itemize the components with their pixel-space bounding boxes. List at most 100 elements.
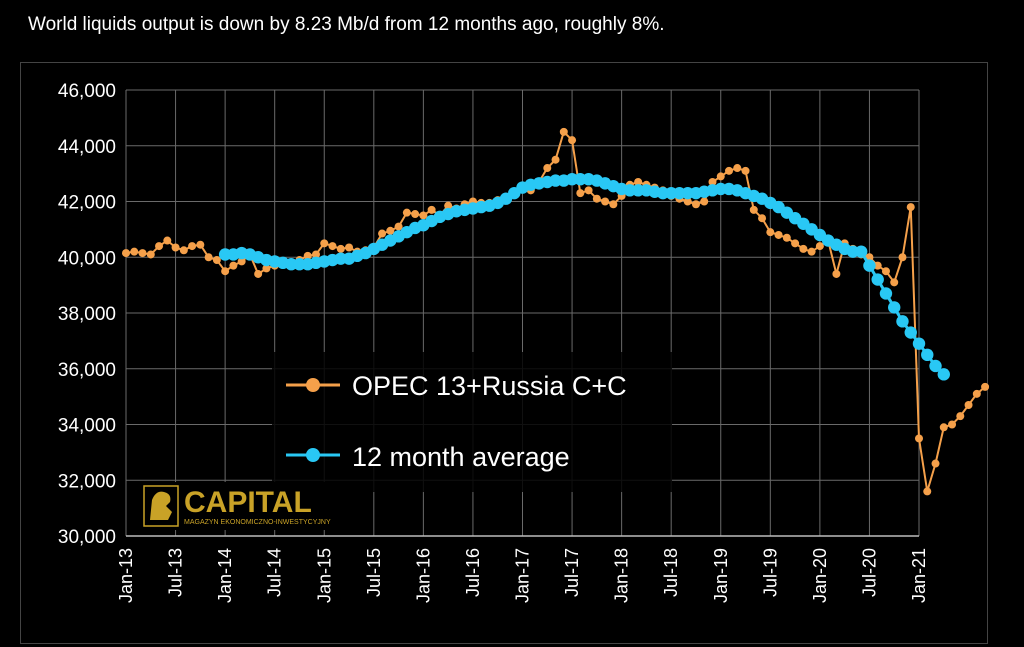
data-point	[229, 261, 238, 270]
data-point	[865, 253, 874, 262]
data-point	[559, 127, 568, 136]
data-point	[774, 230, 783, 239]
data-point	[584, 186, 593, 195]
data-point	[345, 243, 354, 252]
data-point	[912, 337, 926, 350]
data-point	[879, 287, 893, 300]
data-point	[921, 348, 934, 362]
data-point	[196, 240, 205, 249]
x-tick-label: Jan-14	[215, 548, 235, 603]
x-tick-label: Jul-14	[265, 548, 285, 597]
x-tick-label: Jan-13	[116, 548, 136, 603]
data-point	[888, 301, 901, 314]
legend-label-average: 12 month average	[352, 442, 570, 472]
x-tick-label: Jan-19	[711, 548, 731, 603]
y-tick-label: 42,000	[58, 193, 116, 214]
y-tick-label: 34,000	[58, 416, 116, 437]
data-point	[725, 166, 734, 175]
data-point	[576, 189, 585, 198]
data-point	[791, 239, 800, 248]
x-tick-label: Jul-17	[562, 548, 582, 597]
data-point	[881, 267, 890, 276]
data-point	[204, 253, 213, 262]
data-point	[700, 197, 709, 206]
logo-text: CAPITAL	[184, 486, 312, 519]
data-point	[138, 249, 147, 258]
data-point	[444, 201, 453, 210]
data-point	[815, 242, 824, 251]
y-tick-label: 30,000	[58, 527, 116, 548]
x-tick-label: Jan-15	[314, 548, 334, 603]
data-point	[609, 200, 618, 209]
data-point	[871, 273, 884, 286]
data-point	[212, 256, 221, 265]
x-tick-label: Jul-18	[661, 548, 681, 597]
data-point	[237, 257, 246, 266]
chart-headline: World liquids output is down by 8.23 Mb/…	[28, 14, 665, 35]
chart-legend: OPEC 13+Russia C+C 12 month average	[272, 352, 672, 492]
data-point	[906, 203, 915, 212]
series-layer	[122, 127, 990, 496]
data-point	[741, 166, 750, 175]
data-point	[130, 247, 139, 256]
data-point	[863, 259, 876, 272]
data-point	[981, 382, 990, 391]
capital-logo: CAPITAL MAGAZYN EKONOMICZNO-INWESTYCYJNY	[140, 482, 352, 530]
data-point	[311, 250, 320, 259]
data-point	[937, 368, 950, 381]
data-point	[419, 211, 428, 220]
data-point	[832, 269, 841, 278]
x-tick-label: Jan-20	[810, 548, 830, 603]
data-point	[378, 229, 387, 238]
data-point	[634, 177, 643, 186]
data-point	[155, 242, 164, 251]
data-point	[915, 434, 923, 443]
data-point	[733, 164, 742, 173]
data-point	[601, 197, 610, 206]
data-point	[939, 423, 948, 432]
data-point	[411, 210, 420, 219]
x-tick-label: Jul-19	[760, 548, 780, 597]
data-point	[146, 250, 155, 259]
y-tick-label: 38,000	[58, 304, 116, 325]
x-tick-label: Jul-13	[166, 548, 186, 597]
data-point	[336, 244, 345, 253]
data-point	[799, 244, 808, 253]
data-point	[254, 269, 263, 278]
x-tick-label: Jan-16	[413, 548, 433, 603]
lion-emblem-icon	[143, 485, 179, 527]
y-tick-label: 36,000	[58, 360, 116, 381]
data-point	[122, 249, 130, 258]
data-point	[964, 400, 973, 409]
data-point	[179, 246, 188, 255]
data-point	[188, 242, 197, 251]
data-point	[782, 233, 791, 242]
y-tick-label: 40,000	[58, 248, 116, 269]
data-point	[890, 278, 899, 287]
data-point	[923, 487, 932, 496]
data-point	[972, 389, 981, 398]
y-tick-label: 46,000	[58, 81, 116, 102]
data-point	[873, 261, 882, 270]
data-point	[956, 412, 965, 421]
data-point	[683, 197, 692, 206]
data-point	[766, 228, 775, 237]
y-tick-label: 32,000	[58, 471, 116, 492]
data-point	[386, 226, 395, 235]
data-point	[807, 247, 816, 256]
data-point	[543, 164, 552, 173]
data-point	[691, 200, 700, 209]
data-point	[320, 239, 329, 248]
logo-subtitle: MAGAZYN EKONOMICZNO-INWESTYCYJNY	[184, 519, 331, 526]
data-point	[328, 242, 337, 251]
x-tick-label: Jan-17	[513, 548, 533, 603]
data-point	[896, 315, 909, 328]
data-point	[262, 264, 271, 273]
data-point	[427, 205, 436, 214]
x-tick-label: Jul-15	[364, 548, 384, 597]
logo-background	[140, 482, 352, 530]
data-point	[551, 155, 560, 164]
data-point	[931, 459, 940, 468]
y-tick-label: 44,000	[58, 137, 116, 158]
data-point	[708, 177, 717, 186]
